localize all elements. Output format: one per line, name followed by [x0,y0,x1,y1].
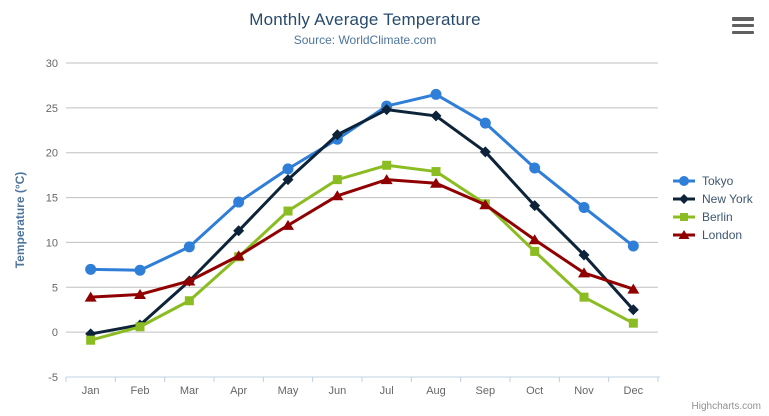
x-axis-label: Jul [380,385,394,397]
y-axis-title: Temperature (°C) [13,172,27,269]
data-point-marker[interactable] [382,160,392,170]
legend-item-label: London [702,228,743,242]
data-point-marker[interactable] [679,194,689,204]
data-point-marker[interactable] [530,246,540,256]
credits-link[interactable]: Highcharts.com [691,401,761,412]
data-point-marker[interactable] [578,249,590,261]
data-point-marker[interactable] [183,275,196,286]
data-point-marker[interactable] [431,167,441,177]
x-axis-label: Aug [426,385,446,397]
chart-subtitle: Source: WorldClimate.com [293,33,437,47]
data-point-marker[interactable] [680,213,688,221]
data-point-marker[interactable] [331,129,343,141]
legend-item-new-york[interactable]: New York [673,190,753,208]
x-axis-label: Sep [476,385,496,397]
legend-item-label: Berlin [702,210,733,224]
x-axis-label: Jan [82,385,100,397]
y-axis-label: 10 [46,237,58,249]
legend-item-label: New York [702,192,753,206]
data-point-marker[interactable] [134,288,146,299]
hamburger-menu-icon [732,30,754,34]
legend-item-label: Tokyo [702,174,734,188]
y-axis-label: 25 [46,103,58,115]
data-point-marker[interactable] [479,146,491,158]
y-axis-label: -5 [48,372,58,384]
series-line [89,108,635,336]
legend-item-berlin[interactable]: Berlin [673,208,753,226]
data-point-marker[interactable] [479,199,492,210]
data-point-marker[interactable] [233,225,245,237]
series-berlin [86,160,638,345]
square-legend-marker-icon [673,213,695,221]
data-point-marker[interactable] [283,206,293,216]
y-axis-label: 15 [46,193,58,205]
data-point-marker[interactable] [184,296,194,306]
data-point-marker[interactable] [578,201,590,213]
export-menu-button[interactable] [732,17,754,34]
diamond-legend-marker-icon [673,194,695,204]
data-point-marker[interactable] [529,200,541,212]
data-point-marker[interactable] [430,110,442,122]
data-point-marker[interactable] [529,162,541,174]
data-point-marker[interactable] [183,241,195,253]
x-axis-label: Apr [230,385,247,397]
data-point-marker[interactable] [528,234,541,245]
series-london [84,174,640,302]
data-point-marker[interactable] [332,175,342,185]
x-axis-label: Mar [180,385,199,397]
chart-title: Monthly Average Temperature [249,10,481,29]
x-axis-label: Nov [574,385,594,397]
y-axis-label: 5 [52,282,58,294]
data-point-marker[interactable] [627,240,639,252]
data-point-marker[interactable] [628,318,638,328]
data-point-marker[interactable] [282,163,294,175]
data-point-marker[interactable] [479,117,491,129]
data-point-marker[interactable] [381,104,393,116]
data-point-marker[interactable] [84,291,97,302]
y-axis-label: 20 [46,148,58,160]
circle-legend-marker-icon [673,176,695,186]
data-point-marker[interactable] [282,219,294,230]
legend-item-london[interactable]: London [673,226,753,244]
data-point-marker[interactable] [578,267,590,278]
data-point-marker[interactable] [380,174,393,185]
data-point-marker[interactable] [627,283,640,294]
x-axis-label: Oct [526,385,543,397]
hamburger-menu-icon [732,17,754,21]
data-point-marker[interactable] [232,250,245,261]
y-axis-label: 0 [52,327,58,339]
data-point-marker[interactable] [430,88,442,100]
data-point-marker[interactable] [579,292,589,302]
data-point-marker[interactable] [135,322,145,332]
x-axis-label: Jun [328,385,346,397]
series-line [89,178,635,299]
legend: Tokyo New York Berlin London [673,172,753,244]
data-point-marker[interactable] [282,174,294,186]
data-point-marker[interactable] [679,176,689,186]
legend-item-tokyo[interactable]: Tokyo [673,172,753,190]
series-new-york [85,104,639,340]
data-point-marker[interactable] [678,230,690,239]
triangle-legend-marker-icon [673,230,695,239]
data-point-marker[interactable] [85,263,97,275]
data-point-marker[interactable] [134,264,146,276]
hamburger-menu-icon [732,23,754,28]
data-point-marker[interactable] [86,335,96,345]
data-point-marker[interactable] [627,304,639,316]
data-point-marker[interactable] [430,177,442,188]
x-axis-label: May [278,385,299,397]
x-axis-label: Dec [624,385,644,397]
data-point-marker[interactable] [331,190,344,201]
data-point-marker[interactable] [233,196,245,208]
series-line [89,163,635,342]
y-axis-label: 30 [46,58,58,70]
series-tokyo [85,88,639,276]
x-axis-label: Feb [131,385,150,397]
